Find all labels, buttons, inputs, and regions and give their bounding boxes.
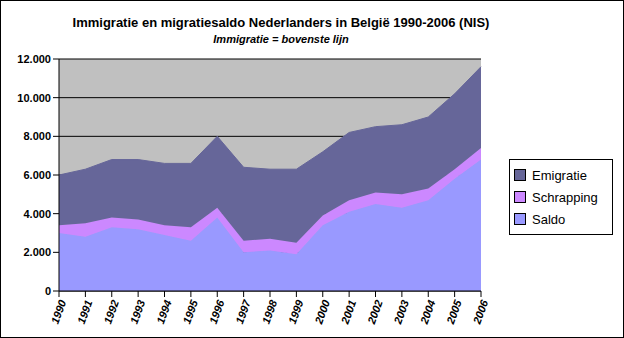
svg-text:2000: 2000 [312, 297, 332, 326]
html-text:Saldo: Saldo [532, 211, 566, 227]
svg-text:12.000: 12.000 [17, 53, 51, 65]
svg-text:1997: 1997 [233, 297, 253, 325]
svg-text:0: 0 [45, 285, 51, 297]
html-text:Emigratie: Emigratie [532, 167, 587, 183]
svg-text:1996: 1996 [207, 297, 227, 325]
svg-text:2001: 2001 [338, 298, 358, 326]
svg-text:1990: 1990 [49, 297, 69, 325]
svg-text:8.000: 8.000 [23, 130, 51, 142]
svg-text:1991: 1991 [75, 298, 95, 325]
svg-text:1993: 1993 [128, 298, 148, 325]
svg-text:2002: 2002 [365, 298, 385, 326]
svg-text:4.000: 4.000 [23, 208, 51, 220]
svg-text:2005: 2005 [444, 297, 464, 326]
svg-text:1994: 1994 [154, 298, 174, 325]
svg-text:2006: 2006 [470, 297, 490, 326]
svg-text:2004: 2004 [417, 298, 437, 326]
html-text:Immigratie en migratiesaldo Ne: Immigratie en migratiesaldo Nederlanders… [72, 15, 490, 30]
svg-text:1999: 1999 [286, 297, 306, 325]
html-text:Schrapping: Schrapping [532, 189, 598, 205]
svg-text:1992: 1992 [101, 298, 121, 325]
svg-text:1998: 1998 [260, 297, 280, 325]
svg-text:2.000: 2.000 [23, 246, 51, 258]
html-text:Immigratie = bovenste lijn: Immigratie = bovenste lijn [213, 33, 349, 45]
svg-text:6.000: 6.000 [23, 169, 51, 181]
svg-text:1995: 1995 [180, 297, 200, 325]
svg-text:2003: 2003 [391, 298, 411, 326]
svg-text:10.000: 10.000 [17, 92, 51, 104]
